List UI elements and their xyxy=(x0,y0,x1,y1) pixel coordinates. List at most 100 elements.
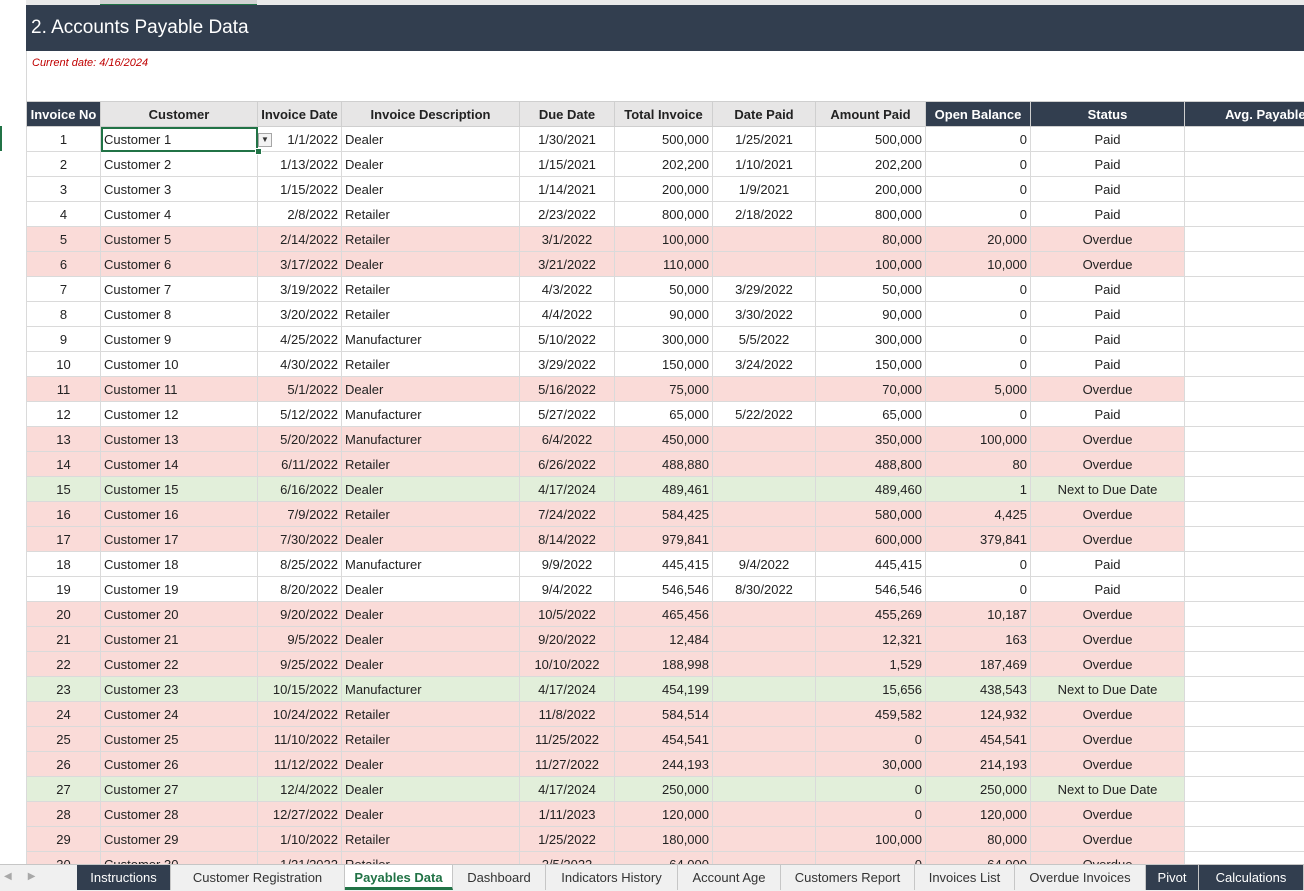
cell-status[interactable]: Overdue xyxy=(1031,377,1185,402)
cell-avg[interactable]: 10. xyxy=(1185,577,1304,602)
cell-avg[interactable]: 521. xyxy=(1185,752,1304,777)
cell-no[interactable]: 6 xyxy=(27,252,101,277)
sheet-tab[interactable]: Invoices List xyxy=(915,865,1015,890)
cell-no[interactable]: 1 xyxy=(27,127,101,152)
cell-due[interactable]: 4/4/2022 xyxy=(520,302,615,327)
cell-no[interactable]: 3 xyxy=(27,177,101,202)
cell-paid-date[interactable]: 5/22/2022 xyxy=(713,402,816,427)
sheet-nav-arrows-icon[interactable]: ◀▶ xyxy=(4,871,51,882)
cell-inv-date[interactable]: 5/1/2022 xyxy=(258,377,342,402)
cell-paid[interactable]: 80,000 xyxy=(816,227,926,252)
cell-customer[interactable]: Customer 26 xyxy=(101,752,258,777)
cell-avg[interactable]: 827. xyxy=(1185,827,1304,852)
cell-avg[interactable]: 0. xyxy=(1185,152,1304,177)
cell-customer[interactable]: Customer 14 xyxy=(101,452,258,477)
cell-total[interactable]: 488,880 xyxy=(615,452,713,477)
cell-desc[interactable]: Dealer xyxy=(342,602,520,627)
cell-paid[interactable]: 100,000 xyxy=(816,827,926,852)
cell-avg[interactable]: 540. xyxy=(1185,702,1304,727)
dropdown-arrow-icon[interactable]: ▼ xyxy=(258,133,272,147)
cell-due[interactable]: 5/27/2022 xyxy=(520,402,615,427)
cell-customer[interactable]: Customer 15 xyxy=(101,477,258,502)
cell-open[interactable]: 10,187 xyxy=(926,602,1031,627)
cell-no[interactable]: 13 xyxy=(27,427,101,452)
cell-status[interactable]: Paid xyxy=(1031,402,1185,427)
cell-open[interactable]: 20,000 xyxy=(926,227,1031,252)
cell-open[interactable]: 163 xyxy=(926,627,1031,652)
cell-status[interactable]: Overdue xyxy=(1031,827,1185,852)
column-header[interactable]: Invoice Date xyxy=(258,102,342,127)
cell-total[interactable]: 120,000 xyxy=(615,802,713,827)
cell-due[interactable]: 6/4/2022 xyxy=(520,427,615,452)
cell-no[interactable]: 25 xyxy=(27,727,101,752)
cell-total[interactable]: 110,000 xyxy=(615,252,713,277)
cell-customer[interactable]: Customer 3 xyxy=(101,177,258,202)
cell-paid[interactable]: 200,000 xyxy=(816,177,926,202)
sheet-tab[interactable]: Payables Data xyxy=(345,865,453,890)
cell-avg[interactable]: 10. xyxy=(1185,302,1304,327)
column-header[interactable]: Invoice Description xyxy=(342,102,520,127)
cell-no[interactable]: 16 xyxy=(27,502,101,527)
cell-desc[interactable]: Retailer xyxy=(342,202,520,227)
cell-no[interactable]: 17 xyxy=(27,527,101,552)
cell-due[interactable]: 3/21/2022 xyxy=(520,252,615,277)
cell-desc[interactable]: Dealer xyxy=(342,752,520,777)
cell-paid-date[interactable] xyxy=(713,827,816,852)
cell-paid[interactable]: 488,800 xyxy=(816,452,926,477)
cell-open[interactable]: 80 xyxy=(926,452,1031,477)
cell-status[interactable]: Paid xyxy=(1031,127,1185,152)
cell-customer[interactable]: Customer 1 xyxy=(101,127,258,152)
cell-no[interactable]: 15 xyxy=(27,477,101,502)
cell-paid[interactable]: 150,000 xyxy=(816,352,926,377)
cell-paid[interactable]: 580,000 xyxy=(816,502,926,527)
cell-no[interactable]: 21 xyxy=(27,627,101,652)
cell-open[interactable]: 250,000 xyxy=(926,777,1031,802)
cell-customer[interactable]: Customer 6 xyxy=(101,252,258,277)
cell-no[interactable]: 18 xyxy=(27,552,101,577)
cell-total[interactable]: 489,461 xyxy=(615,477,713,502)
cell-desc[interactable]: Dealer xyxy=(342,802,520,827)
cell-paid-date[interactable] xyxy=(713,427,816,452)
cell-paid[interactable]: 202,200 xyxy=(816,152,926,177)
cell-due[interactable]: 4/17/2024 xyxy=(520,477,615,502)
cell-paid[interactable]: 30,000 xyxy=(816,752,926,777)
cell-status[interactable]: Overdue xyxy=(1031,527,1185,552)
cell-open[interactable]: 124,932 xyxy=(926,702,1031,727)
cell-status[interactable]: Overdue xyxy=(1031,502,1185,527)
cell-inv-date[interactable]: 5/20/2022 xyxy=(258,427,342,452)
cell-paid-date[interactable]: 8/30/2022 xyxy=(713,577,816,602)
cell-due[interactable]: 7/24/2022 xyxy=(520,502,615,527)
cell-open[interactable]: 80,000 xyxy=(926,827,1031,852)
cell-no[interactable]: 27 xyxy=(27,777,101,802)
cell-desc[interactable]: Manufacturer xyxy=(342,427,520,452)
cell-no[interactable]: 29 xyxy=(27,827,101,852)
cell-status[interactable]: Overdue xyxy=(1031,627,1185,652)
cell-paid-date[interactable] xyxy=(713,627,816,652)
cell-open[interactable]: 0 xyxy=(926,302,1031,327)
cell-customer[interactable]: Customer 2 xyxy=(101,152,258,177)
cell-avg[interactable]: 675. xyxy=(1185,452,1304,477)
cell-paid-date[interactable] xyxy=(713,452,816,477)
cell-status[interactable]: Overdue xyxy=(1031,602,1185,627)
cell-due[interactable]: 10/10/2022 xyxy=(520,652,615,677)
cell-due[interactable]: 3/1/2022 xyxy=(520,227,615,252)
cell-due[interactable]: 9/4/2022 xyxy=(520,577,615,602)
cell-avg[interactable]: 0. xyxy=(1185,352,1304,377)
cell-avg[interactable]: 670. xyxy=(1185,477,1304,502)
cell-open[interactable]: 454,541 xyxy=(926,727,1031,752)
cell-no[interactable]: 11 xyxy=(27,377,101,402)
cell-open[interactable]: 100,000 xyxy=(926,427,1031,452)
cell-no[interactable]: 28 xyxy=(27,802,101,827)
cell-avg[interactable]: 716. xyxy=(1185,377,1304,402)
cell-paid-date[interactable] xyxy=(713,652,816,677)
cell-customer[interactable]: Customer 11 xyxy=(101,377,258,402)
cell-customer[interactable]: Customer 24 xyxy=(101,702,258,727)
cell-total[interactable]: 454,199 xyxy=(615,677,713,702)
cell-desc[interactable]: Dealer xyxy=(342,252,520,277)
cell-avg[interactable]: 589. xyxy=(1185,627,1304,652)
cell-due[interactable]: 4/17/2024 xyxy=(520,677,615,702)
cell-inv-date[interactable]: 9/25/2022 xyxy=(258,652,342,677)
cell-total[interactable]: 100,000 xyxy=(615,227,713,252)
cell-due[interactable]: 4/3/2022 xyxy=(520,277,615,302)
cell-total[interactable]: 584,425 xyxy=(615,502,713,527)
